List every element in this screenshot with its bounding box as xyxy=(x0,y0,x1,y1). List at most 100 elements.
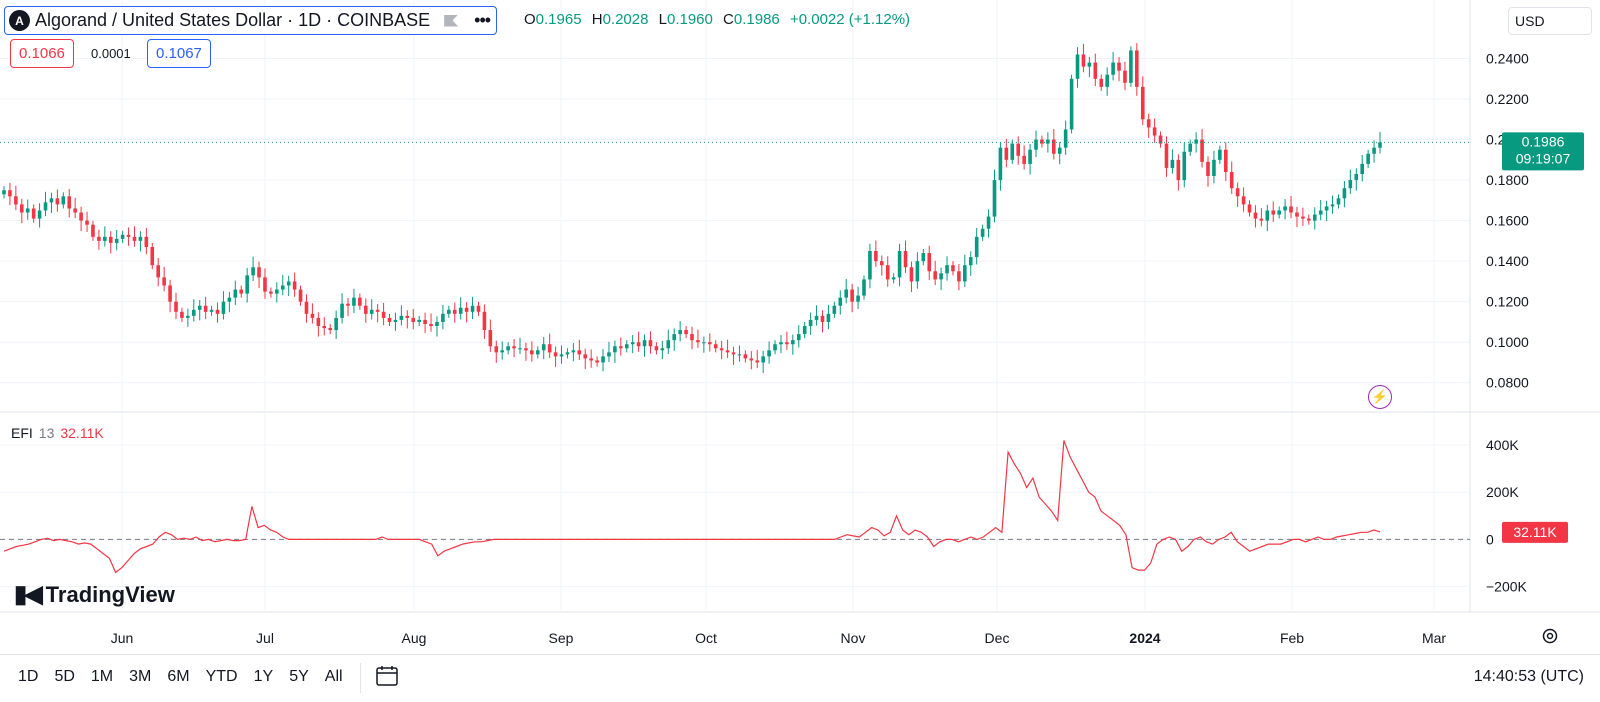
candle-body xyxy=(25,208,30,213)
range-button-1d[interactable]: 1D xyxy=(18,668,39,685)
price-axis-label: 0.1200 xyxy=(1486,294,1529,310)
candle-body xyxy=(992,180,997,217)
candle-body xyxy=(275,289,279,294)
candle-body xyxy=(660,348,665,351)
candle-body xyxy=(1063,129,1068,148)
candle-body xyxy=(802,326,807,335)
buy-button[interactable]: 0.1067 xyxy=(147,39,211,68)
candle-body xyxy=(310,313,315,318)
candle-body xyxy=(957,271,961,282)
candle-body xyxy=(1022,155,1026,164)
candle-body xyxy=(263,277,267,292)
candle-body xyxy=(1046,139,1050,144)
candle-body xyxy=(411,317,416,322)
candle-body xyxy=(334,317,338,331)
candle-body xyxy=(642,340,647,347)
flag-icon[interactable] xyxy=(444,14,459,27)
more-options-icon[interactable]: ••• xyxy=(474,10,491,30)
candle-body xyxy=(1152,127,1157,136)
candle-body xyxy=(1135,50,1139,87)
range-button-6m[interactable]: 6M xyxy=(167,668,190,685)
candle-body xyxy=(239,289,244,294)
efi-axis-label: 400K xyxy=(1486,437,1519,453)
candle-body xyxy=(630,342,635,345)
candle-body xyxy=(1212,159,1216,177)
range-button-ytd[interactable]: YTD xyxy=(205,668,238,685)
candle-body xyxy=(269,291,273,294)
candle-body xyxy=(1117,62,1121,71)
candle-body xyxy=(340,303,344,318)
candle-body xyxy=(114,238,119,243)
candle-body xyxy=(191,309,196,316)
candle-body xyxy=(779,342,783,345)
currency-select[interactable]: USD xyxy=(1508,7,1592,35)
candle-body xyxy=(1200,139,1204,162)
range-button-1m[interactable]: 1M xyxy=(90,668,114,685)
candle-body xyxy=(998,147,1003,181)
candle-body xyxy=(1034,139,1038,150)
goto-date-calendar-icon[interactable] xyxy=(375,665,399,687)
candle-body xyxy=(1028,149,1032,164)
candle-body xyxy=(933,271,937,280)
settings-gear-icon[interactable] xyxy=(1541,627,1559,645)
price-axis-label: 0.1400 xyxy=(1486,253,1529,269)
candle-body xyxy=(316,317,321,326)
candle-body xyxy=(1330,204,1335,207)
open-value: 0.1965 xyxy=(535,11,582,28)
candle-body xyxy=(648,340,653,347)
range-button-1y[interactable]: 1Y xyxy=(253,668,274,685)
efi-param: 13 xyxy=(38,425,55,441)
candle-body xyxy=(897,251,902,278)
candle-body xyxy=(429,323,433,326)
candle-body xyxy=(885,265,890,280)
candle-body xyxy=(8,190,12,197)
candle-body xyxy=(31,208,36,219)
candle-body xyxy=(1301,216,1305,219)
candle-body xyxy=(547,344,552,353)
efi-legend[interactable]: EFI 13 32.11K xyxy=(11,425,104,441)
symbol-header[interactable]: A Algorand / United States Dollar · 1D ·… xyxy=(4,6,498,35)
candle-body xyxy=(939,273,943,280)
candle-body xyxy=(678,330,682,335)
utc-clock[interactable]: 14:40:53 (UTC) xyxy=(1473,668,1584,685)
high-value: 0.2028 xyxy=(602,11,649,28)
candle-body xyxy=(1229,172,1234,189)
candle-body xyxy=(1010,143,1015,160)
range-button-3m[interactable]: 3M xyxy=(129,668,152,685)
candle-body xyxy=(737,354,742,356)
candle-body xyxy=(1099,78,1104,87)
candle-body xyxy=(1040,139,1044,144)
candle-body xyxy=(1170,159,1175,168)
candle-body xyxy=(328,328,333,331)
time-axis-label: Jul xyxy=(256,630,274,646)
efi-value: 32.11K xyxy=(60,425,104,441)
candle-body xyxy=(1342,188,1347,199)
candle-body xyxy=(541,344,546,351)
range-button-5y[interactable]: 5Y xyxy=(289,668,309,685)
candle-body xyxy=(494,346,499,353)
candle-body xyxy=(1146,119,1151,128)
candle-body xyxy=(405,315,410,318)
candle-body xyxy=(761,356,765,363)
sell-button[interactable]: 0.1066 xyxy=(10,39,74,68)
candle-body xyxy=(565,352,570,355)
candle-body xyxy=(233,289,238,298)
candle-body xyxy=(1075,54,1080,79)
candle-body xyxy=(1194,139,1198,144)
candle-body xyxy=(963,265,967,282)
candle-body xyxy=(61,196,66,205)
tradingview-logo[interactable]: ▮◀ TradingView xyxy=(14,580,175,609)
candle-body xyxy=(1158,135,1163,144)
range-button-all[interactable]: All xyxy=(324,668,343,685)
candle-body xyxy=(1093,62,1098,79)
efi-axis-label: 200K xyxy=(1486,484,1519,500)
time-axis-label: Jun xyxy=(111,630,134,646)
price-axis-label: 0.1600 xyxy=(1486,213,1529,229)
candle-body xyxy=(1235,188,1240,197)
candle-body xyxy=(891,277,896,280)
candle-body xyxy=(838,297,843,306)
lightning-icon[interactable]: ⚡ xyxy=(1368,385,1392,409)
range-button-5d[interactable]: 5D xyxy=(54,668,75,685)
candle-body xyxy=(168,285,172,302)
